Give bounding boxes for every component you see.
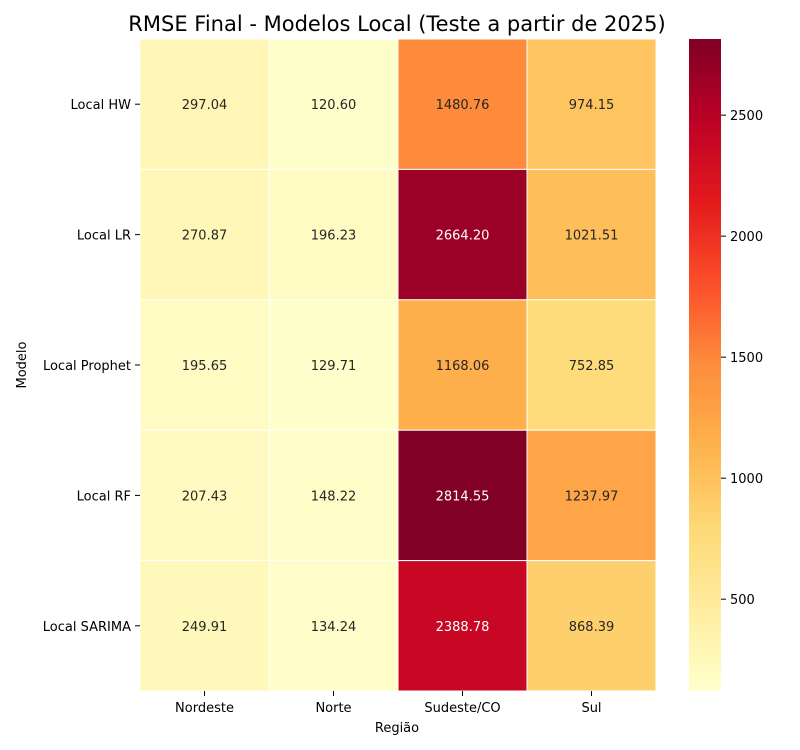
cell-value-label: 207.43 bbox=[182, 489, 228, 504]
heatmap-cell bbox=[139, 168, 270, 301]
y-tick-label: Local SARIMA bbox=[43, 620, 131, 635]
x-tick-label: Sudeste/CO bbox=[424, 701, 500, 716]
colorbar-tick-label: 2000 bbox=[730, 230, 763, 245]
heatmap-cell bbox=[526, 299, 657, 431]
x-tick-label: Nordeste bbox=[175, 701, 234, 716]
heatmap-cell bbox=[397, 429, 528, 562]
x-tick-label: Sul bbox=[581, 701, 601, 716]
heatmap-cell bbox=[526, 560, 657, 692]
heatmap-cell bbox=[397, 560, 528, 692]
cell-value-label: 1168.06 bbox=[436, 359, 490, 374]
heatmap-cell bbox=[139, 429, 270, 562]
y-axis-label: Modelo bbox=[15, 341, 30, 388]
x-tick-labels: Nordeste Norte Sudeste/CO Sul bbox=[175, 691, 602, 716]
heatmap-cell bbox=[397, 38, 528, 170]
cell-value-label: 974.15 bbox=[569, 98, 615, 113]
heatmap-cell bbox=[139, 38, 270, 170]
cell-value-label: 2664.20 bbox=[436, 229, 490, 244]
heatmap-cell bbox=[268, 38, 399, 170]
cell-value-label: 129.71 bbox=[311, 359, 357, 374]
cell-value-label: 134.24 bbox=[311, 620, 357, 635]
cell-value-label: 868.39 bbox=[569, 620, 615, 635]
cell-value-label: 1021.51 bbox=[565, 229, 619, 244]
heatmap-cell bbox=[526, 168, 657, 301]
cell-value-label: 270.87 bbox=[182, 229, 228, 244]
cell-value-label: 148.22 bbox=[311, 489, 357, 504]
heatmap-cell bbox=[268, 168, 399, 301]
colorbar-tick-label: 1500 bbox=[730, 351, 763, 366]
cell-value-label: 752.85 bbox=[569, 359, 615, 374]
x-tick-label: Norte bbox=[315, 701, 351, 716]
colorbar bbox=[689, 39, 721, 691]
colorbar-tick-label: 500 bbox=[730, 593, 755, 608]
y-tick-label: Local LR bbox=[77, 229, 131, 244]
heatmap-cell bbox=[139, 560, 270, 692]
heatmap-cell bbox=[526, 429, 657, 562]
heatmap-cell bbox=[526, 38, 657, 170]
y-tick-label: Local Prophet bbox=[43, 359, 131, 374]
cell-value-label: 1480.76 bbox=[436, 98, 490, 113]
y-tick-label: Local RF bbox=[77, 489, 131, 504]
cell-value-label: 2814.55 bbox=[436, 489, 490, 504]
cell-value-label: 2388.78 bbox=[436, 620, 490, 635]
colorbar-ticks: 500 1000 1500 2000 2500 bbox=[721, 109, 763, 608]
y-tick-label: Local HW bbox=[71, 98, 132, 113]
cell-value-label: 1237.97 bbox=[565, 489, 619, 504]
colorbar-tick-label: 2500 bbox=[730, 109, 763, 124]
cell-value-label: 120.60 bbox=[311, 98, 357, 113]
heatmap-cells: 297.04 120.60 1480.76 974.15 270.87 196.23 266… bbox=[139, 38, 657, 692]
chart-title: RMSE Final - Modelos Local (Teste a part… bbox=[128, 12, 665, 36]
cell-value-label: 249.91 bbox=[182, 620, 228, 635]
x-axis-label: Região bbox=[375, 721, 419, 736]
colorbar-tick-label: 1000 bbox=[730, 472, 763, 487]
cell-value-label: 297.04 bbox=[182, 98, 228, 113]
heatmap-cell bbox=[268, 560, 399, 692]
cell-value-label: 195.65 bbox=[182, 359, 228, 374]
cell-value-label: 196.23 bbox=[311, 229, 357, 244]
heatmap-cell bbox=[268, 299, 399, 431]
y-tick-labels: Local HW Local LR Local Prophet Local RF Loc… bbox=[43, 98, 140, 635]
heatmap-cell bbox=[268, 429, 399, 562]
